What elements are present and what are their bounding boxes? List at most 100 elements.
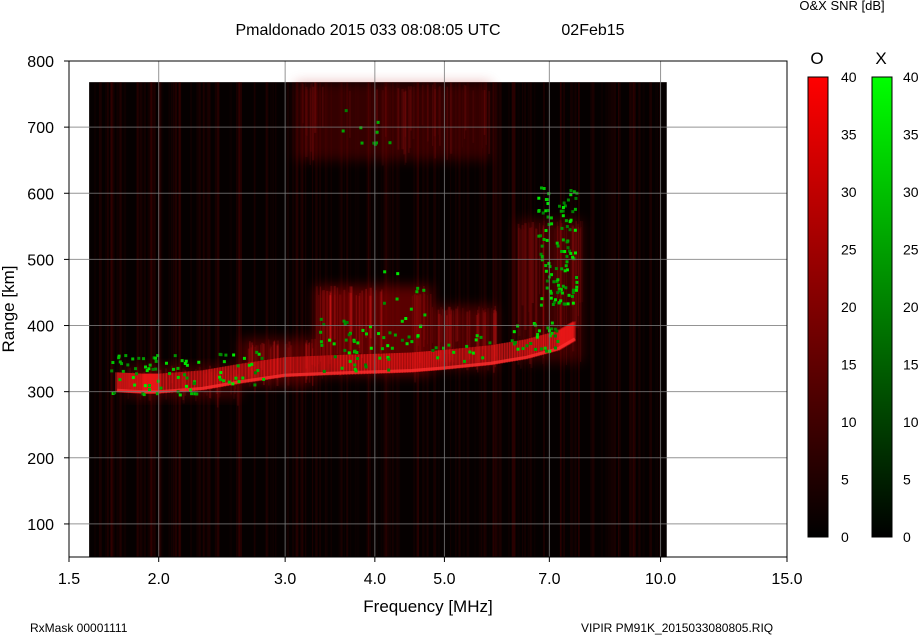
x-echo-point (343, 348, 347, 352)
echo-streak (560, 222, 563, 337)
o-trace-cell (423, 351, 428, 372)
o-trace-cell (357, 354, 362, 375)
x-echo-point (566, 198, 570, 202)
echo-streak (349, 90, 351, 138)
o-trace-cell (251, 361, 256, 382)
x-echo-point (415, 290, 419, 294)
o-trace-cell (421, 351, 426, 372)
echo-streak (276, 343, 279, 378)
echo-streak (446, 86, 448, 160)
plot-border (68, 60, 788, 558)
o-trace-cell (166, 372, 171, 393)
x-echo-point (192, 381, 196, 385)
echo-streak (379, 291, 383, 353)
echo-streak (209, 368, 212, 400)
x-echo-point (573, 207, 577, 211)
echo-streak (485, 311, 487, 365)
x-echo-point (555, 329, 559, 333)
x-echo-point (171, 367, 175, 371)
x-echo-point (539, 186, 543, 190)
o-trace-cell (116, 372, 121, 393)
x-echo-point (562, 201, 566, 205)
x-echo-point (382, 301, 386, 305)
o-trace-cell (563, 326, 568, 347)
echo-streak (142, 371, 145, 393)
x-echo-point (193, 392, 197, 396)
noise-streak (158, 82, 161, 557)
o-trace-cell (346, 354, 351, 375)
x-echo-point (131, 376, 135, 380)
x-echo-point (565, 268, 569, 272)
echo-streak (446, 309, 448, 367)
echo-streak (577, 226, 579, 317)
echo-streak (268, 339, 270, 386)
echo-streak (495, 312, 498, 357)
echo-streak (439, 307, 443, 343)
echo-streak (431, 307, 434, 343)
o-trace-cell (558, 329, 563, 350)
colorbar-tick-label: 25 (841, 242, 857, 258)
x-echo-point (549, 296, 553, 300)
x-echo-point (566, 246, 570, 250)
echo-streak (491, 307, 493, 349)
x-echo-point (376, 120, 380, 124)
o-trace-cell (227, 365, 232, 386)
x-echo-point (369, 346, 373, 350)
noise-streak (174, 82, 178, 557)
echo-streak (571, 225, 575, 307)
echo-streak (375, 290, 377, 345)
data-layer (89, 82, 667, 557)
o-trace-cell (435, 350, 440, 371)
x-echo-point (565, 225, 569, 229)
x-echo-point (386, 344, 390, 348)
x-echo-point (423, 313, 427, 317)
o-trace-cell (380, 353, 385, 374)
echo-streak (407, 86, 410, 153)
echo-streak (517, 223, 520, 365)
echo-streak (204, 373, 207, 394)
echo-streak (321, 290, 323, 379)
o-trace-cell (418, 351, 423, 372)
echo-streak (305, 89, 308, 136)
x-echo-point (556, 244, 560, 248)
noise-streak (630, 82, 633, 557)
x-echo-point (354, 369, 358, 373)
noise-streak (300, 82, 304, 557)
x-echo-point (573, 228, 577, 232)
noise-streak (237, 82, 240, 557)
x-echo-point (537, 329, 541, 333)
noise-streak (286, 82, 289, 557)
file-label: VIPIR PM91K_2015033080805.RIQ (581, 621, 773, 635)
x-echo-point (540, 244, 544, 248)
echo-streak (481, 307, 483, 349)
echo-streak (485, 82, 487, 145)
echo-streak (484, 309, 487, 359)
x-echo-point (234, 376, 238, 380)
echo-streak (397, 88, 400, 150)
o-trace-cell (401, 352, 406, 373)
echo-streak (276, 340, 279, 371)
echo-streak (314, 82, 317, 124)
x-echo-point (539, 303, 543, 307)
echo-streak (559, 220, 562, 328)
echo-streak (483, 90, 486, 135)
x-echo-point (400, 319, 404, 323)
echo-streak (369, 295, 372, 373)
o-trace-cell (235, 364, 240, 385)
x-echo-point (378, 356, 382, 360)
o-trace-cell (416, 351, 421, 372)
colorbar-x-title: X (875, 49, 886, 68)
o-trace-cell (478, 346, 483, 367)
echo-streak (444, 310, 447, 355)
echo-streak (158, 370, 161, 390)
x-echo-point (510, 339, 514, 343)
o-trace-cell (211, 368, 216, 389)
colorbar-o-ticks: 0 5 10 15 20 25 30 35 40 (841, 69, 857, 545)
x-echo-point (319, 330, 323, 334)
o-trace-cell (509, 341, 514, 362)
echo-streak (380, 289, 383, 349)
x-echo-point (561, 238, 565, 242)
noise-streak (123, 82, 127, 557)
x-echo-point (126, 363, 130, 367)
o-trace-cell (409, 352, 414, 373)
